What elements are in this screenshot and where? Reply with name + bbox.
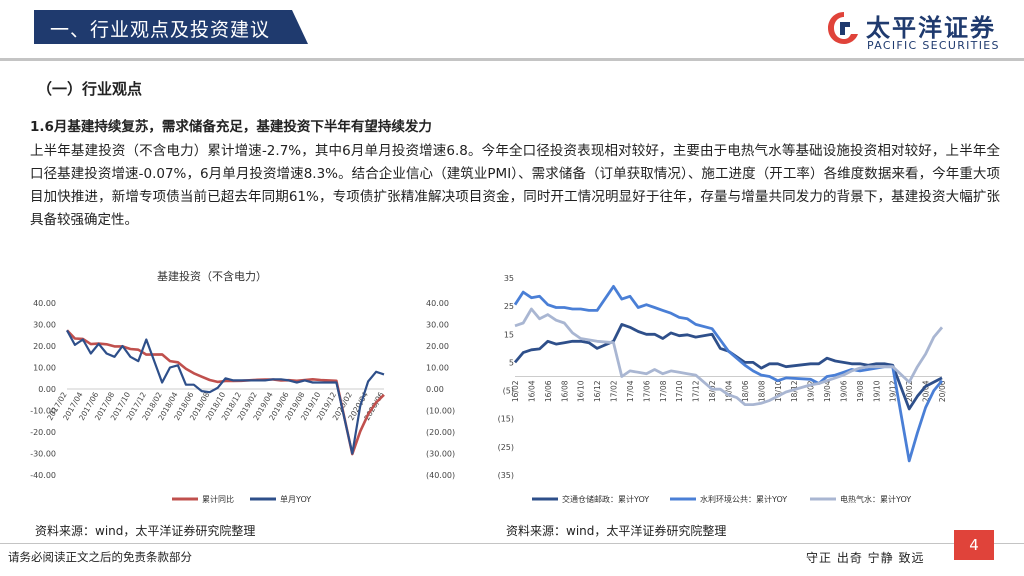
x-tick-label: 18/08 — [757, 380, 766, 402]
x-tick-label: 17/10 — [675, 380, 684, 402]
x-tick-label: 16/04 — [527, 380, 536, 402]
x-tick-label: 19/06 — [839, 380, 848, 402]
x-tick-label: 16/06 — [544, 380, 553, 402]
y-tick-label: 25 — [504, 302, 514, 311]
x-tick-label: 19/12 — [889, 380, 898, 402]
company-motto: 守正 出奇 宁静 致远 — [806, 551, 925, 565]
left-y-tick-label: -30.00 — [30, 450, 56, 459]
x-tick-label: 18/12 — [790, 380, 799, 402]
legend-label: 单月YOY — [280, 494, 311, 504]
infrastructure-investment-chart: 基建投资（不含电力） 40.00 30.00 20.00 10.00 0.00 -10.00… — [30, 269, 455, 504]
body-paragraph: 上半年基建投资（不含电力）累计增速-2.7%，其中6月单月投资增速6.8。今年全… — [30, 143, 1000, 228]
left-y-tick-label: -40.00 — [30, 471, 56, 480]
header-divider — [0, 58, 1024, 61]
right-y-tick-label: 0.00 — [426, 385, 444, 394]
logo-text-en: PACIFIC SECURITIES — [867, 39, 1000, 52]
right-y-tick-label: 40.00 — [426, 299, 449, 308]
legend-label: 电热气水：累计YOY — [840, 494, 911, 504]
x-tick-label: 20/04 — [922, 380, 931, 402]
series-line-cumulative-yoy — [66, 329, 385, 456]
section-title: （一）行业观点 — [37, 80, 143, 98]
title-tab — [34, 10, 308, 44]
y-tick-label: (15) — [498, 415, 514, 424]
left-y-tick-label: 40.00 — [33, 299, 56, 308]
x-tick-label: 20/02 — [905, 380, 914, 402]
source-note-right: 资料来源：wind，太平洋证券研究院整理 — [506, 524, 727, 538]
x-tick-label: 17/06 — [642, 380, 651, 402]
x-tick-label: 17/12 — [692, 380, 701, 402]
y-tick-label: 35 — [504, 274, 514, 283]
series-line-power-heat-gas-water-yoy — [514, 307, 944, 406]
y-tick-label: 5 — [509, 358, 514, 367]
logo-text-cn: 太平洋证券 — [866, 14, 996, 42]
right-y-tick-label: (20.00) — [426, 428, 455, 437]
left-y-tick-label: -10.00 — [30, 407, 56, 416]
left-y-tick-label: 20.00 — [33, 342, 56, 351]
sub-sector-investment-chart: 35 25 15 5 (5) (15) (25) (35) 16/02 16/04 16/06 16/… — [498, 274, 947, 504]
left-y-tick-label: 30.00 — [33, 321, 56, 330]
logo: 太平洋证券 PACIFIC SECURITIES — [826, 6, 1022, 54]
series-line-transport-storage-yoy — [513, 323, 943, 411]
footer-divider — [0, 543, 1024, 544]
legend-label: 累计同比 — [202, 494, 234, 504]
right-y-tick-label: 10.00 — [426, 364, 449, 373]
legend-label: 水利环境公共：累计YOY — [700, 494, 787, 504]
y-tick-label: (25) — [498, 443, 514, 452]
series-line-monthly-yoy — [66, 329, 385, 455]
y-tick-label: 15 — [504, 330, 514, 339]
x-tick-label: 17/08 — [659, 380, 668, 402]
source-note-left: 资料来源：wind，太平洋证券研究院整理 — [35, 524, 256, 538]
x-tick-label: 16/08 — [560, 380, 569, 402]
legend-label: 交通仓储邮政：累计YOY — [562, 494, 649, 504]
x-tick-label: 19/10 — [872, 380, 881, 402]
series-line-water-environment-yoy — [513, 285, 944, 463]
right-y-tick-label: (10.00) — [426, 407, 455, 416]
left-y-tick-label: 0.00 — [38, 385, 56, 394]
disclaimer-text: 请务必阅读正文之后的免责条款部分 — [8, 550, 192, 564]
x-tick-label: 16/12 — [593, 380, 602, 402]
x-tick-label: 18/06 — [741, 380, 750, 402]
x-tick-label: 18/10 — [774, 380, 783, 402]
page-title: 一、行业观点及投资建议 — [50, 19, 271, 41]
chart-title: 基建投资（不含电力） — [157, 269, 267, 283]
left-y-tick-label: 10.00 — [33, 364, 56, 373]
x-tick-label: 17/02 — [610, 380, 619, 402]
right-y-tick-label: 20.00 — [426, 342, 449, 351]
page-number: 4 — [954, 530, 994, 560]
x-tick-label: 19/02 — [807, 380, 816, 402]
x-tick-label: 17/04 — [626, 380, 635, 402]
bullet-heading: 1.6月基建持续复苏，需求储备充足，基建投资下半年有望持续发力 — [30, 119, 432, 135]
left-y-tick-label: -20.00 — [30, 428, 56, 437]
x-tick-label: 16/10 — [577, 380, 586, 402]
pacific-securities-logo-icon — [828, 12, 858, 44]
y-tick-label: (35) — [498, 471, 514, 480]
x-tick-label: 19/08 — [856, 380, 865, 402]
x-tick-label: 20/06 — [938, 380, 947, 402]
right-y-tick-label: (40.00) — [426, 471, 455, 480]
x-tick-label: 18/02 — [708, 380, 717, 402]
x-tick-label: 19/04 — [823, 380, 832, 402]
x-tick-label: 16/02 — [511, 380, 520, 402]
y-tick-label: (5) — [503, 387, 514, 396]
right-y-tick-label: 30.00 — [426, 321, 449, 330]
x-tick-label: 18/04 — [725, 380, 734, 402]
right-y-tick-label: (30.00) — [426, 450, 455, 459]
